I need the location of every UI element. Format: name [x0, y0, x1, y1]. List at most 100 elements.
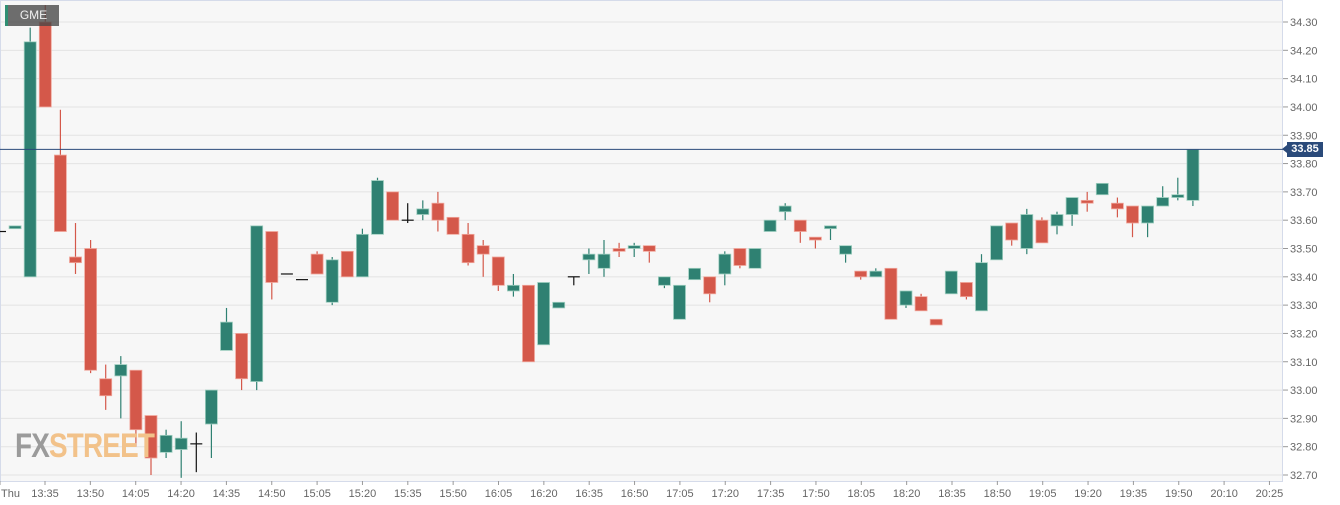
candle[interactable] — [899, 290, 913, 308]
candle[interactable] — [990, 225, 1003, 261]
candle[interactable] — [476, 240, 490, 277]
y-tick-label: 34.30 — [1290, 17, 1318, 29]
candle[interactable] — [506, 273, 520, 297]
y-tick-label: 34.00 — [1290, 102, 1318, 114]
ticker-badge: GME — [5, 5, 59, 26]
y-tick-label: 33.70 — [1290, 187, 1318, 199]
x-tick-label: 13:35 — [31, 488, 59, 500]
candle[interactable] — [8, 225, 22, 230]
candle[interactable] — [612, 242, 626, 257]
x-tick-label: 19:05 — [1029, 488, 1057, 500]
candle[interactable] — [265, 231, 279, 300]
candle[interactable] — [1065, 197, 1079, 226]
candle[interactable] — [824, 225, 837, 241]
candle[interactable] — [235, 333, 249, 391]
candle[interactable] — [99, 364, 113, 410]
candle[interactable] — [627, 242, 641, 257]
candle[interactable] — [688, 267, 701, 281]
candle[interactable] — [1156, 186, 1170, 207]
candle[interactable] — [1171, 177, 1185, 201]
candle[interactable] — [461, 223, 475, 266]
candle[interactable] — [371, 177, 384, 235]
candle[interactable] — [340, 250, 354, 278]
candle[interactable] — [778, 203, 792, 221]
candle[interactable] — [386, 191, 400, 221]
candle[interactable] — [190, 432, 203, 473]
candle[interactable] — [84, 240, 97, 374]
candle[interactable] — [658, 276, 671, 289]
candle[interactable] — [763, 219, 777, 232]
candle[interactable] — [597, 240, 611, 277]
candle[interactable] — [1095, 182, 1109, 196]
candle[interactable] — [567, 276, 580, 286]
candle[interactable] — [552, 301, 566, 309]
candle[interactable] — [114, 356, 128, 419]
candle[interactable] — [929, 318, 943, 326]
candle[interactable] — [793, 219, 807, 243]
y-tick-label: 33.90 — [1290, 130, 1318, 142]
x-tick-label: 17:20 — [711, 488, 739, 500]
candle[interactable] — [854, 270, 868, 280]
x-tick-label: 18:50 — [984, 488, 1012, 500]
candle[interactable] — [23, 27, 37, 278]
candle[interactable] — [144, 415, 158, 475]
candle[interactable] — [174, 421, 188, 478]
y-tick-label: 33.10 — [1290, 357, 1318, 369]
candle[interactable] — [960, 282, 973, 300]
candle[interactable] — [914, 293, 928, 312]
candle[interactable] — [1126, 205, 1139, 238]
candle[interactable] — [159, 429, 173, 459]
candle[interactable] — [884, 267, 898, 320]
x-tick-label: 19:50 — [1165, 488, 1193, 500]
y-tick-label: 33.50 — [1290, 244, 1318, 256]
candle[interactable] — [325, 256, 339, 306]
candle[interactable] — [809, 236, 822, 249]
candle[interactable] — [1141, 205, 1154, 238]
y-tick-label: 32.90 — [1290, 413, 1318, 425]
candle[interactable] — [718, 251, 732, 286]
candle[interactable] — [129, 369, 143, 447]
y-tick-label: 32.70 — [1290, 470, 1318, 482]
candle[interactable] — [582, 248, 596, 274]
candle[interactable] — [416, 200, 430, 221]
candle[interactable] — [401, 203, 414, 224]
candle[interactable] — [733, 248, 747, 269]
x-tick-label: 15:35 — [394, 488, 422, 500]
candle[interactable] — [1186, 149, 1200, 207]
candle[interactable] — [355, 228, 369, 278]
candle[interactable] — [1080, 191, 1094, 212]
candle[interactable] — [642, 245, 656, 263]
candle[interactable] — [69, 223, 82, 274]
candle[interactable] — [537, 282, 550, 346]
candle[interactable] — [250, 225, 264, 391]
candle[interactable] — [839, 245, 852, 263]
y-tick-label: 34.10 — [1290, 74, 1318, 86]
candle[interactable] — [310, 251, 324, 275]
candle[interactable] — [1050, 211, 1064, 235]
y-tick-label: 33.20 — [1290, 328, 1318, 340]
candle[interactable] — [1005, 222, 1019, 246]
candle[interactable] — [869, 268, 883, 278]
x-tick-label: 17:05 — [666, 488, 694, 500]
fxstreet-logo: FXSTREET — [15, 428, 155, 464]
candle[interactable] — [748, 248, 762, 269]
candle[interactable] — [975, 254, 988, 312]
candle[interactable] — [703, 276, 717, 303]
candle[interactable] — [944, 270, 958, 295]
candle[interactable] — [204, 389, 218, 459]
x-tick-label: 20:25 — [1256, 488, 1284, 500]
candle[interactable] — [54, 109, 67, 232]
x-tick-label: 13:50 — [77, 488, 105, 500]
candle[interactable] — [1020, 208, 1034, 255]
x-tick-label: 16:05 — [485, 488, 513, 500]
candle[interactable] — [522, 284, 535, 363]
candle[interactable] — [220, 307, 233, 351]
candle[interactable] — [446, 216, 460, 235]
candle[interactable] — [491, 256, 505, 291]
candle[interactable] — [1035, 217, 1049, 244]
x-tick-label: 16:50 — [621, 488, 649, 500]
candle[interactable] — [673, 284, 686, 320]
candle[interactable] — [431, 191, 445, 232]
candle[interactable] — [1111, 197, 1124, 218]
